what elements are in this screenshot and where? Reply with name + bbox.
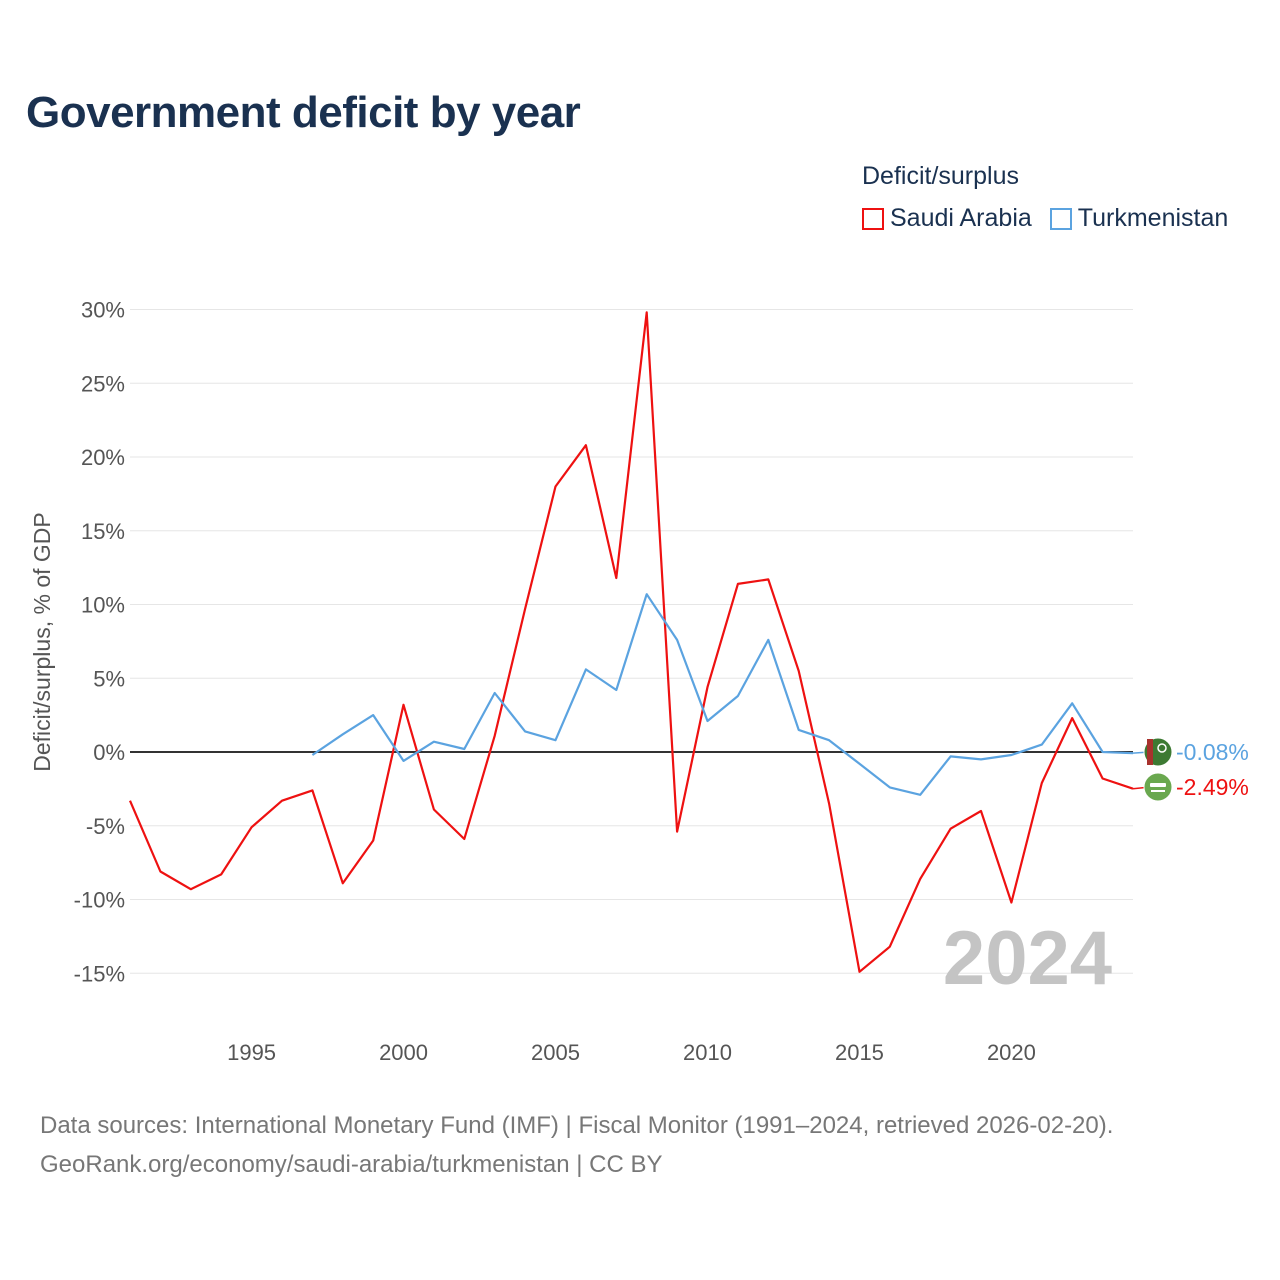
year-watermark: 2024 (943, 916, 1112, 1001)
x-tick-label: 2000 (379, 1040, 428, 1065)
legend-swatch-turkmenistan (1049, 207, 1072, 230)
footer: Data sources: International Monetary Fun… (40, 1106, 1113, 1184)
y-tick-label: 20% (81, 445, 125, 470)
footer-link[interactable]: GeoRank.org/economy/saudi-arabia/turkmen… (40, 1151, 663, 1178)
y-tick-label: -5% (86, 814, 125, 839)
legend-item-saudi-arabia[interactable]: Saudi Arabia (862, 204, 1032, 233)
y-tick-label: 25% (81, 371, 125, 396)
y-tick-label: 15% (81, 519, 125, 544)
grid-lines (130, 309, 1133, 974)
x-tick-label: 2005 (531, 1040, 580, 1065)
x-tick-label: 2015 (835, 1040, 884, 1065)
flag-script-mark (1150, 783, 1166, 787)
y-tick-label: 5% (93, 666, 125, 691)
series-line-saudi-arabia (128, 311, 1134, 973)
legend: Saudi Arabia Turkmenistan (862, 204, 1246, 233)
flag-crescent-mark (1157, 743, 1167, 753)
y-tick-label: 30% (81, 298, 125, 323)
legend-item-turkmenistan[interactable]: Turkmenistan (1049, 204, 1229, 233)
legend-title: Deficit/surplus (862, 162, 1019, 190)
legend-swatch-saudi-arabia (862, 207, 884, 230)
y-tick-label: -15% (74, 961, 125, 986)
legend-label-turkmenistan: Turkmenistan (1077, 204, 1229, 232)
flag-carpet-stripe (1147, 739, 1153, 765)
series-line-turkmenistan (311, 593, 1134, 796)
y-tick-label: 10% (81, 593, 125, 618)
y-axis-label: Deficit/surplus, % of GDP (29, 512, 55, 771)
end-label-turkmenistan: -0.08% (1176, 739, 1249, 765)
end-label-saudi-arabia: -2.49% (1176, 774, 1249, 800)
flag-sword-mark (1151, 790, 1165, 792)
footer-sources: Data sources: International Monetary Fun… (40, 1112, 1114, 1139)
y-tick-label: 0% (93, 740, 125, 765)
x-tick-label: 1995 (227, 1040, 276, 1065)
x-tick-labels: 1995 2000 2005 2010 2015 2020 (227, 1040, 1036, 1065)
x-tick-label: 2020 (987, 1040, 1036, 1065)
y-tick-label: -10% (74, 888, 125, 913)
chart-title: Government deficit by year (26, 88, 581, 137)
y-tick-labels: -15% -10% -5% 0% 5% 10% 15% 20% 25% 30% (74, 298, 125, 987)
series-lines (128, 311, 1134, 973)
legend-label-saudi-arabia: Saudi Arabia (890, 204, 1032, 232)
x-tick-label: 2010 (683, 1040, 732, 1065)
line-chart: -15% -10% -5% 0% 5% 10% 15% 20% 25% 30% 1995 2000 2… (29, 298, 1249, 1066)
end-markers: -2.49% -0.08% (1132, 737, 1249, 802)
